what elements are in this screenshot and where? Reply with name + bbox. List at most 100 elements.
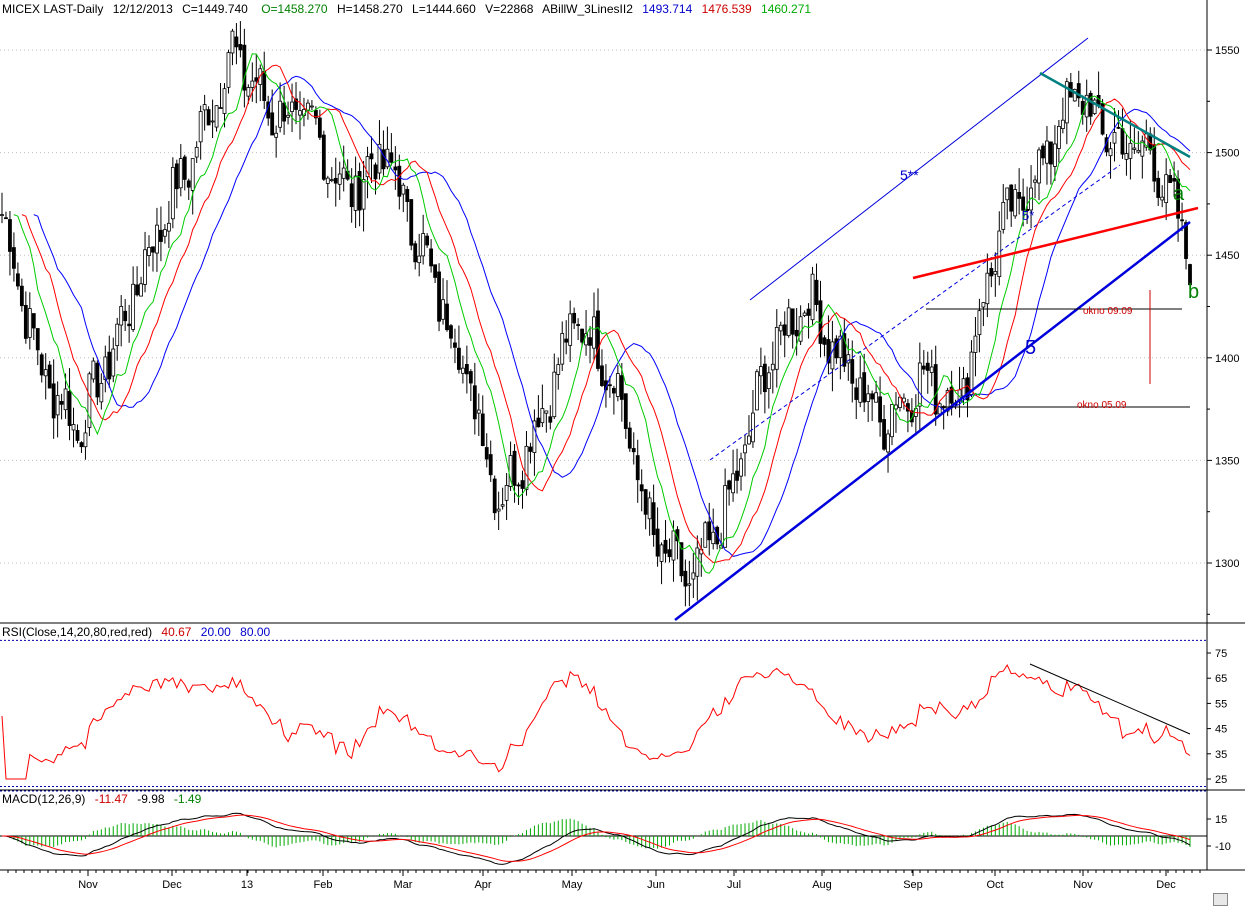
candle-body bbox=[611, 387, 616, 394]
trendline-5 bbox=[674, 221, 1191, 621]
candle-body bbox=[727, 480, 732, 490]
candle-body bbox=[560, 333, 565, 365]
candle-body bbox=[405, 189, 410, 203]
candle-body bbox=[242, 44, 247, 91]
macd-line bbox=[1, 812, 1191, 865]
candle-body bbox=[798, 316, 803, 342]
header-date: 12/12/2013 bbox=[113, 2, 173, 16]
candle-body bbox=[1001, 201, 1006, 230]
candle-body bbox=[774, 326, 779, 370]
y-tick-label: 1500 bbox=[1215, 148, 1239, 160]
candle-body bbox=[1136, 149, 1141, 153]
macd-signal-line bbox=[2, 814, 1191, 862]
candle-body bbox=[874, 392, 879, 403]
candle-body bbox=[1088, 92, 1093, 117]
candle-body bbox=[365, 156, 370, 178]
candle-body bbox=[468, 371, 473, 384]
candle-body bbox=[500, 504, 505, 507]
price-y-axis: 1550 1500 1450 1400 1350 1300 bbox=[1207, 45, 1239, 615]
candle-body bbox=[921, 365, 926, 370]
candle-body bbox=[1013, 189, 1018, 217]
x-tick-label: Mar bbox=[394, 879, 413, 891]
rsi-high: 80.00 bbox=[240, 625, 270, 639]
candle-body bbox=[635, 455, 640, 481]
candle-body bbox=[393, 166, 398, 171]
candle-body bbox=[246, 87, 251, 97]
candle-body bbox=[151, 246, 155, 253]
candle-body bbox=[115, 323, 120, 346]
candle-body bbox=[770, 363, 775, 371]
candle-body bbox=[306, 102, 310, 112]
scroll-right-button[interactable] bbox=[1213, 893, 1228, 906]
x-tick-label: Oct bbox=[986, 879, 1003, 891]
candle-body bbox=[484, 447, 489, 460]
candle-body bbox=[969, 351, 974, 395]
candle-body bbox=[604, 380, 608, 391]
candle-body bbox=[55, 395, 60, 416]
candle-body bbox=[504, 485, 509, 501]
candle-body bbox=[512, 450, 517, 486]
candle-body bbox=[556, 364, 561, 375]
candle-body bbox=[731, 473, 735, 494]
candle-body bbox=[1009, 184, 1014, 212]
candle-body bbox=[413, 243, 418, 263]
candle-body bbox=[1188, 264, 1192, 286]
candle-body bbox=[1112, 132, 1117, 144]
candle-body bbox=[882, 419, 886, 450]
candle-body bbox=[1045, 140, 1049, 164]
candle-body bbox=[59, 401, 64, 405]
y-tick-label: 1350 bbox=[1215, 455, 1239, 467]
candle-body bbox=[663, 539, 668, 554]
x-tick-label: Feb bbox=[314, 879, 333, 891]
candle-body bbox=[687, 583, 692, 586]
candle-body bbox=[528, 446, 533, 452]
candle-body bbox=[194, 146, 199, 158]
macd-signal: -9.98 bbox=[137, 792, 165, 806]
candle-body bbox=[1064, 81, 1069, 124]
candle-body bbox=[178, 158, 183, 189]
candle-body bbox=[409, 199, 414, 246]
candle-body bbox=[19, 285, 24, 307]
candle-body bbox=[313, 109, 318, 119]
annotations: 5** 5* 5 a b okno 09.09 okno 05.09 bbox=[900, 167, 1199, 411]
candle-body bbox=[1005, 187, 1010, 201]
candle-body bbox=[671, 530, 676, 561]
candle-body bbox=[564, 338, 569, 343]
candle-body bbox=[476, 409, 481, 414]
header-line: MICEX LAST-Daily 12/12/2013 C=1449.740 O… bbox=[2, 2, 811, 16]
candle-body bbox=[711, 531, 716, 545]
candle-body bbox=[778, 324, 783, 332]
candle-body bbox=[572, 312, 577, 324]
candle-body bbox=[79, 442, 84, 448]
candle-body bbox=[647, 497, 652, 520]
candle-body bbox=[139, 283, 143, 297]
candle-body bbox=[166, 222, 171, 232]
candle-body bbox=[472, 385, 477, 420]
candle-body bbox=[580, 328, 584, 343]
candle-body bbox=[751, 412, 755, 443]
candle-body bbox=[592, 316, 596, 349]
annotation-label: okno 09.09 bbox=[1083, 306, 1133, 317]
candle-body bbox=[1140, 140, 1145, 157]
candle-body bbox=[496, 508, 501, 512]
candle-body bbox=[842, 333, 847, 367]
candle-body bbox=[1021, 196, 1026, 211]
candle-body bbox=[834, 338, 839, 359]
candle-body bbox=[182, 156, 187, 180]
candle-body bbox=[810, 273, 815, 321]
candle-body bbox=[739, 458, 743, 477]
candle-body bbox=[1172, 178, 1177, 182]
candle-body bbox=[63, 388, 68, 411]
macd-panel: 15 -10 bbox=[0, 790, 1231, 865]
candle-body bbox=[1120, 128, 1125, 155]
candle-body bbox=[83, 432, 88, 448]
candle-body bbox=[878, 396, 882, 423]
x-axis: Nov Dec 13 Feb Mar Apr May Jun Jul Aug Sep Oct Nov De… bbox=[7, 870, 1201, 891]
x-tick-label: Nov bbox=[1073, 879, 1093, 891]
header-symbol: MICEX LAST-Daily bbox=[2, 2, 103, 16]
candle-body bbox=[274, 132, 279, 138]
candle-body bbox=[377, 143, 382, 174]
candle-body bbox=[1160, 196, 1165, 201]
annotation-label: a bbox=[1173, 183, 1185, 205]
